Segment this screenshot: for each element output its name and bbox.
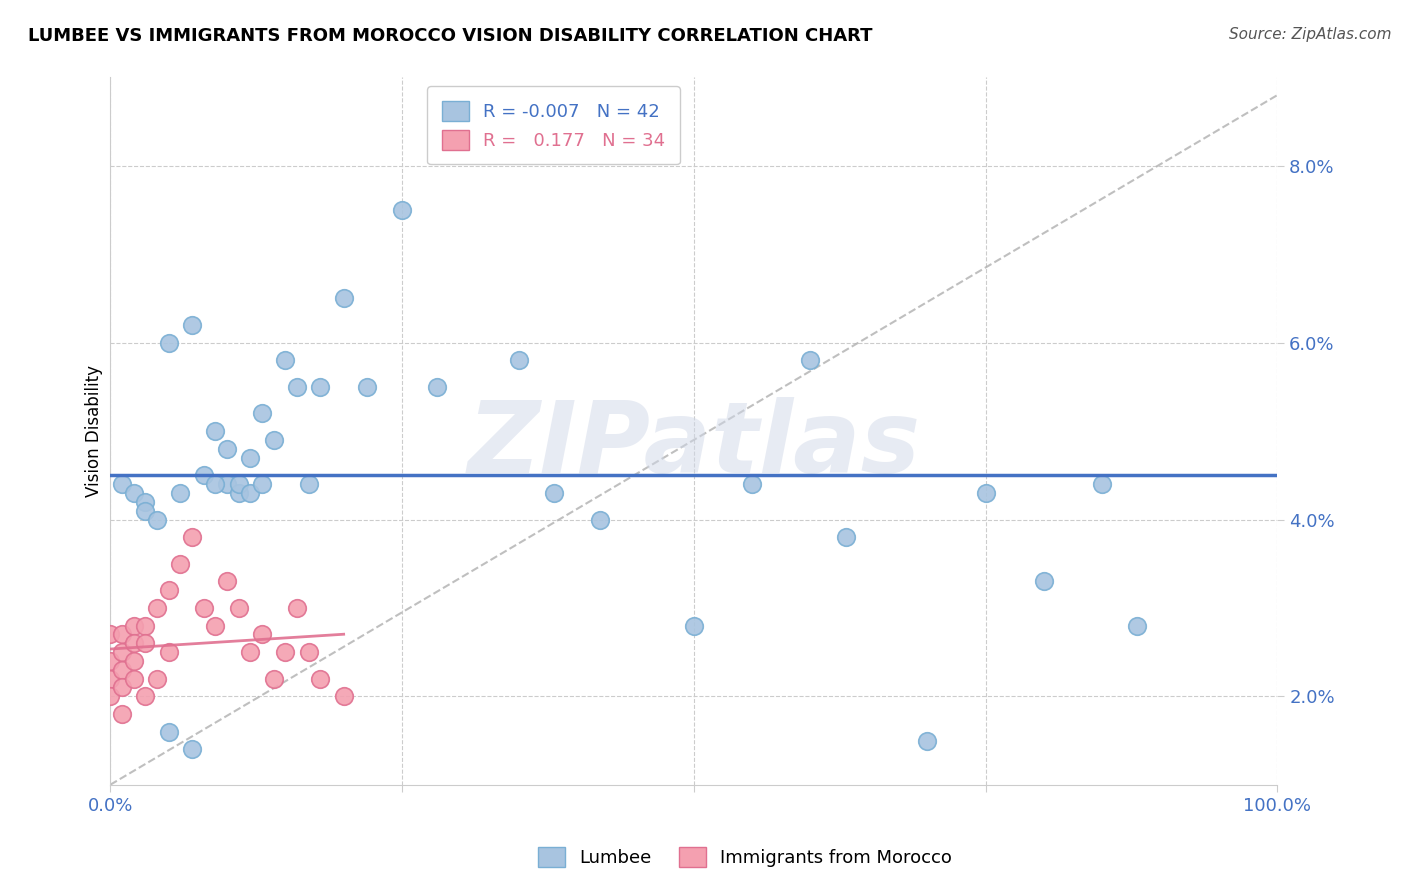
Point [193, 601, 215, 615]
Point [228, 477, 250, 491]
Point [228, 486, 250, 500]
Point [1091, 477, 1114, 491]
Point [157, 724, 180, 739]
Text: Source: ZipAtlas.com: Source: ZipAtlas.com [1229, 27, 1392, 42]
Point [146, 672, 169, 686]
Point [263, 672, 285, 686]
Point [157, 335, 180, 350]
Point [193, 468, 215, 483]
Y-axis label: Vision Disability: Vision Disability [86, 365, 103, 497]
Point [239, 645, 262, 659]
Point [589, 512, 612, 526]
Point [1032, 574, 1054, 589]
Point [122, 636, 145, 650]
Point [111, 663, 134, 677]
Point [204, 618, 226, 632]
Point [215, 477, 238, 491]
Point [98, 654, 121, 668]
Point [181, 742, 204, 756]
Legend: R = -0.007   N = 42, R =   0.177   N = 34: R = -0.007 N = 42, R = 0.177 N = 34 [427, 87, 681, 164]
Point [285, 601, 308, 615]
Point [215, 442, 238, 456]
Point [181, 318, 204, 332]
Point [111, 645, 134, 659]
Point [146, 601, 169, 615]
Point [111, 681, 134, 695]
Point [332, 690, 354, 704]
Point [98, 627, 121, 641]
Point [250, 406, 273, 420]
Point [974, 486, 997, 500]
Point [157, 583, 180, 598]
Point [309, 672, 332, 686]
Point [111, 477, 134, 491]
Point [298, 477, 321, 491]
Point [169, 557, 191, 571]
Point [239, 486, 262, 500]
Point [285, 380, 308, 394]
Point [134, 618, 156, 632]
Point [111, 627, 134, 641]
Point [332, 292, 354, 306]
Point [356, 380, 378, 394]
Point [543, 486, 565, 500]
Point [239, 450, 262, 465]
Point [111, 706, 134, 721]
Point [274, 353, 297, 368]
Point [98, 672, 121, 686]
Point [134, 636, 156, 650]
Point [204, 477, 226, 491]
Point [1126, 618, 1149, 632]
Point [391, 202, 413, 217]
Point [134, 504, 156, 518]
Point [228, 601, 250, 615]
Point [834, 530, 856, 544]
Point [508, 353, 530, 368]
Point [134, 495, 156, 509]
Point [134, 690, 156, 704]
Text: LUMBEE VS IMMIGRANTS FROM MOROCCO VISION DISABILITY CORRELATION CHART: LUMBEE VS IMMIGRANTS FROM MOROCCO VISION… [28, 27, 873, 45]
Point [122, 618, 145, 632]
Legend: Lumbee, Immigrants from Morocco: Lumbee, Immigrants from Morocco [531, 839, 959, 874]
Point [799, 353, 821, 368]
Point [915, 733, 938, 747]
Point [146, 512, 169, 526]
Point [741, 477, 763, 491]
Point [181, 530, 204, 544]
Point [309, 380, 332, 394]
Point [98, 690, 121, 704]
Point [250, 477, 273, 491]
Point [122, 672, 145, 686]
Point [250, 627, 273, 641]
Point [298, 645, 321, 659]
Point [274, 645, 297, 659]
Text: ZIPatlas: ZIPatlas [467, 397, 921, 494]
Point [426, 380, 449, 394]
Point [157, 645, 180, 659]
Point [169, 486, 191, 500]
Point [204, 424, 226, 438]
Point [682, 618, 704, 632]
Point [263, 433, 285, 447]
Point [122, 654, 145, 668]
Point [122, 486, 145, 500]
Point [215, 574, 238, 589]
